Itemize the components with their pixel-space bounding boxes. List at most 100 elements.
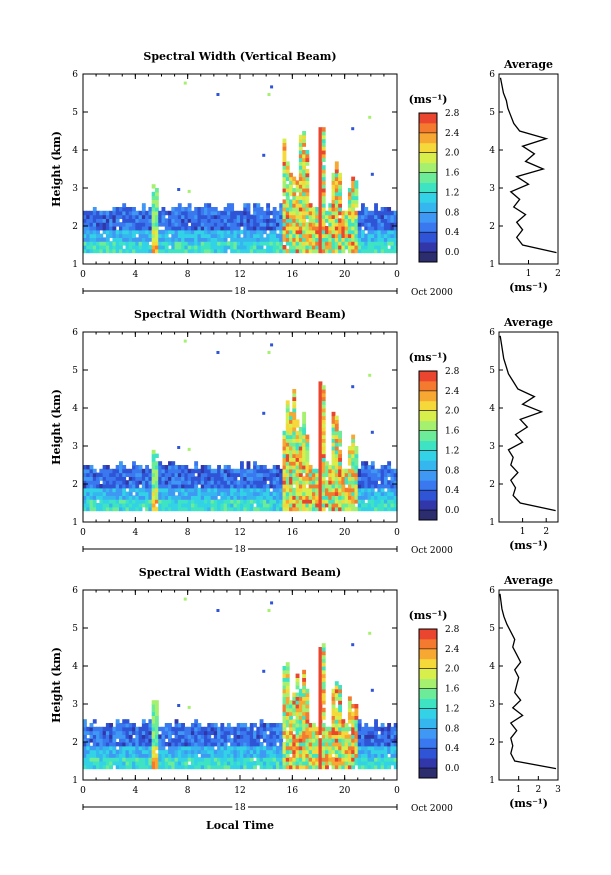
heatmap-cell [230,745,235,751]
heatmap-cell [325,245,329,250]
heatmap-cell [367,229,372,235]
heatmap-cell [351,245,356,250]
heatmap-cell [226,476,231,481]
heatmap-cell [289,442,293,447]
heatmap-cell [354,446,359,451]
heatmap-cell [318,169,323,174]
heatmap-cell [318,658,323,663]
heatmap-cell [338,476,342,481]
heatmap-cell [361,229,365,235]
heatmap-cell [210,226,215,231]
heatmap-cell [99,734,104,739]
heatmap-cell [318,392,323,398]
heatmap-cell [269,233,274,238]
heatmap-cell [207,210,212,216]
heatmap-cell [331,218,336,223]
heatmap-cell [132,753,136,758]
heatmap-cell [292,245,297,250]
heatmap-cell [338,210,342,216]
heatmap-cell [210,742,215,747]
heatmap-cell [272,757,277,762]
heatmap-cell [83,734,87,739]
heatmap-cell [223,233,228,238]
heatmap-cell [328,499,333,504]
heatmap-cell [302,745,307,751]
heatmap-cell [171,468,176,474]
heatmap-cell [132,465,136,470]
heatmap-cell [328,506,333,512]
heatmap-cell [298,700,303,705]
heatmap-cell [302,142,307,147]
heatmap-cell [285,503,290,508]
heatmap-cell [302,685,307,690]
heatmap-cell [190,229,195,235]
heatmap-cell [311,237,316,242]
heatmap-cell [171,222,176,227]
heatmap-cell [364,468,369,474]
heatmap-cell [158,757,163,762]
heatmap-cell [364,465,369,470]
heatmap-cell [292,176,297,181]
heatmap-cell [197,764,202,770]
heatmap-cell [328,233,333,238]
heatmap-cell [289,434,293,439]
heatmap-cell [285,188,290,193]
heatmap-cell [331,172,336,178]
heatmap-cell [174,730,179,735]
heatmap-cell [177,734,182,739]
heatmap-cell [194,749,199,754]
heatmap-cell [89,245,94,250]
heatmap-cell [311,730,316,735]
heatmap-cell [125,761,130,766]
heatmap-cell [364,757,369,762]
heatmap-cell [148,753,153,758]
heatmap-cell [302,222,307,227]
heatmap-cell [102,745,107,751]
heatmap-cell [275,241,280,246]
heatmap-cell [305,472,310,477]
heatmap-cell [161,742,166,747]
heatmap-cell [217,233,221,238]
heatmap-cell [361,749,365,754]
heatmap-cell [298,764,303,770]
heatmap-cell [279,495,284,500]
heatmap-cell [128,233,133,238]
heatmap-cell [334,461,339,466]
heatmap-cell [292,495,297,500]
heatmap-cell [148,233,153,238]
heatmap-cell [132,495,136,500]
heatmap-cell [344,764,349,770]
heatmap-cell [217,248,221,254]
heatmap-cell [122,487,127,493]
heatmap-cell [351,222,356,227]
colorbar-unit: (ms⁻¹) [409,93,448,106]
heatmap-cell [102,222,107,227]
heatmap-cell [292,434,297,439]
heatmap-cell [266,745,271,751]
heatmap-cell [105,218,110,223]
heatmap-cell [184,764,189,770]
heatmap-cell [380,742,385,747]
heatmap-cell [236,229,241,235]
x-tick-label: 4 [132,786,138,796]
heatmap-cell [354,188,359,193]
heatmap-cell [302,150,307,155]
heatmap-cell [256,468,261,474]
heatmap-cell [181,761,185,766]
heatmap-cell [181,738,185,743]
heatmap-cell [105,734,110,739]
heatmap-cell [187,749,192,754]
heatmap-cell [204,761,208,766]
heatmap-cell [377,506,382,512]
heatmap-cell [236,495,241,500]
heatmap-cell [292,764,297,770]
heatmap-cell [158,495,163,500]
heatmap-cell [289,723,293,728]
heatmap-cell [89,241,94,246]
heatmap-cell [243,222,248,227]
heatmap-cell [187,742,192,747]
heatmap-cell [177,207,182,212]
heatmap-cell [141,734,146,739]
heatmap-cell [122,499,127,504]
heatmap-cell [302,715,307,720]
